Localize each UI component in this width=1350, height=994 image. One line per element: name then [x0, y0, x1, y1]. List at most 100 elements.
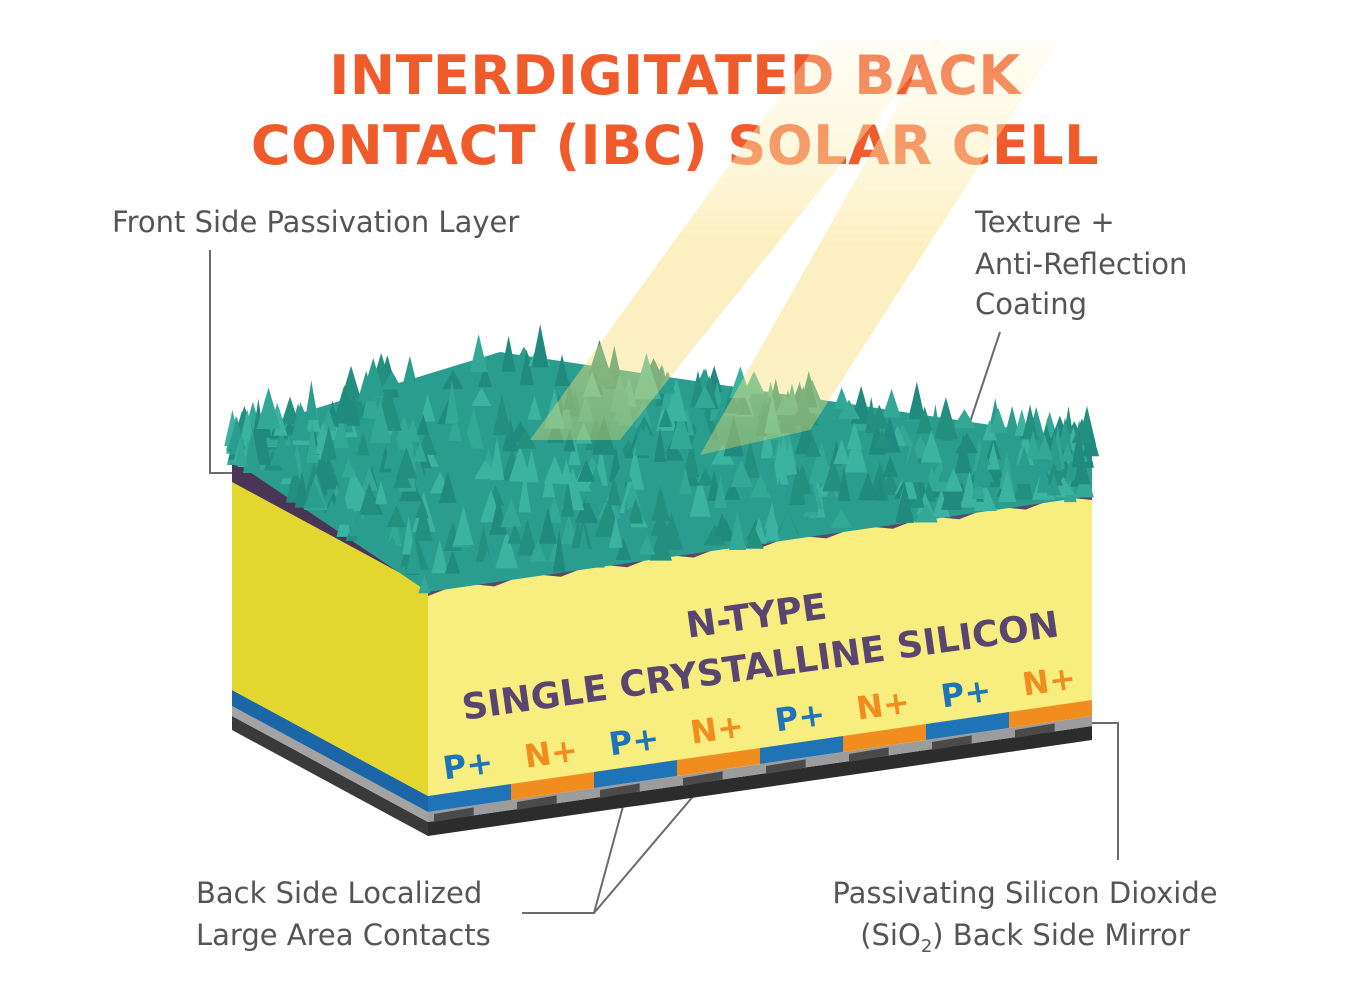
texture-pyramid	[471, 387, 492, 406]
texture-pyramid	[920, 429, 943, 463]
back-contacts	[428, 700, 1092, 822]
texture-pyramid	[824, 480, 839, 506]
contact-strip-n	[677, 748, 760, 776]
texture-pyramid	[554, 354, 570, 386]
texture-pyramid	[560, 514, 578, 545]
texture-pyramid	[584, 464, 608, 503]
texture-pyramid	[661, 439, 684, 461]
texture-pyramid	[284, 438, 300, 476]
texture-pyramid	[1036, 434, 1054, 460]
texture-pyramid	[504, 383, 523, 405]
leader-mirror	[1092, 722, 1119, 860]
texture-pyramid	[658, 407, 673, 427]
label-back-contacts-line1: Back Side Localized	[196, 876, 483, 910]
texture-pyramid	[882, 388, 901, 418]
contact-strip-n	[843, 724, 926, 752]
texture-pyramid	[529, 539, 547, 562]
texture-pyramid	[1001, 405, 1023, 449]
texture-pyramid	[563, 429, 576, 452]
contact-strip-n	[1009, 700, 1092, 728]
texture-pyramid	[360, 466, 379, 491]
texture-pyramid	[383, 426, 404, 469]
texture-pyramid	[837, 399, 861, 420]
texture-pyramid	[527, 395, 542, 420]
texture-pyramid	[269, 440, 293, 466]
contact-metal-segment	[517, 795, 557, 810]
texture-pyramid	[989, 407, 1007, 433]
texture-pyramid	[804, 435, 822, 457]
texture-pyramid	[745, 526, 764, 549]
texture-pyramid	[633, 398, 653, 428]
texture-pyramid	[242, 430, 262, 473]
texture-pyramid	[476, 550, 498, 579]
texture-pyramid	[691, 410, 715, 448]
texture-pyramid	[255, 421, 271, 465]
texture-pyramid	[689, 475, 711, 517]
texture-pyramid	[361, 357, 385, 397]
label-texture-line2: Anti-Reflection	[975, 247, 1188, 281]
texture-pyramid	[833, 438, 851, 465]
texture-pyramid	[714, 512, 731, 537]
contact-metal-segment	[766, 759, 806, 774]
texture-pyramid	[627, 498, 644, 524]
texture-pyramid	[822, 458, 844, 492]
label-back-contacts-line2: Large Area Contacts	[196, 918, 491, 952]
texture-pyramid	[728, 510, 746, 550]
label-back-side-contacts: Back Side Localized Large Area Contacts	[196, 873, 491, 955]
label-mirror-line1: Passivating Silicon Dioxide	[832, 876, 1218, 910]
texture-pyramid	[869, 404, 889, 429]
texture-pyramid	[402, 515, 416, 555]
contact-label-p: P+	[772, 695, 827, 740]
texture-pyramid	[901, 442, 924, 483]
texture-pyramid	[1012, 446, 1037, 485]
texture-pyramid	[714, 474, 727, 509]
texture-pyramid	[492, 393, 511, 436]
leader-texture	[967, 331, 1001, 429]
texture-pyramid	[782, 440, 798, 475]
texture-pyramid	[316, 456, 341, 490]
texture-pyramid	[239, 409, 255, 441]
texture-pyramid	[703, 524, 726, 546]
texture-pyramid	[665, 377, 688, 422]
texture-pyramid	[1046, 432, 1063, 471]
texture-pyramid	[415, 498, 429, 518]
texture-pyramid	[615, 538, 632, 561]
texture-pyramid	[413, 441, 428, 462]
contact-label-n: N+	[854, 683, 912, 728]
texture-pyramid	[792, 463, 813, 494]
label-texture-line3: Coating	[975, 287, 1087, 321]
texture-pyramid	[290, 401, 311, 441]
texture-pyramid	[438, 470, 457, 503]
texture-pyramid	[1036, 458, 1051, 493]
texture-pyramid	[639, 534, 656, 555]
texture-pyramid	[514, 429, 538, 449]
contact-label-n: N+	[522, 731, 580, 776]
texture-pyramid	[374, 480, 388, 505]
texture-pyramid	[453, 506, 474, 545]
texture-pyramid	[518, 472, 531, 513]
texture-pyramid	[973, 483, 997, 512]
texture-pyramid	[844, 429, 868, 473]
texture-pyramid	[653, 427, 667, 463]
texture-pyramid	[333, 409, 349, 448]
contact-strip-p	[594, 760, 677, 788]
texture-pyramid	[833, 387, 850, 409]
texture-pyramid	[1071, 418, 1093, 444]
texture-pyramid	[873, 474, 886, 500]
texture-pyramid	[356, 431, 370, 456]
texture-pyramid	[280, 396, 300, 425]
texture-pyramid	[982, 419, 997, 441]
texture-pyramid	[650, 511, 670, 536]
texture-pyramid	[809, 441, 834, 481]
contact-strip-p	[760, 736, 843, 764]
texture-pyramid	[445, 380, 459, 424]
label-texture-line1: Texture +	[975, 205, 1115, 239]
texture-pyramid	[513, 346, 535, 367]
texture-pyramid	[305, 380, 318, 420]
texture-pyramid	[694, 385, 716, 409]
texture-pyramid	[729, 459, 753, 488]
texture-pyramid	[998, 469, 1017, 503]
contact-label-p: P+	[606, 719, 661, 764]
contact-labels: P+ N+ P+ N+ P+ N+ P+ N+	[440, 659, 1078, 788]
texture-pyramid	[618, 502, 635, 543]
